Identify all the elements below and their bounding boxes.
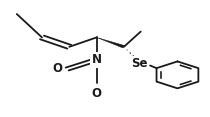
- Text: O: O: [52, 62, 62, 75]
- Text: Se: Se: [131, 57, 148, 70]
- Polygon shape: [97, 37, 125, 48]
- Text: O: O: [92, 87, 102, 100]
- Text: N: N: [92, 53, 102, 66]
